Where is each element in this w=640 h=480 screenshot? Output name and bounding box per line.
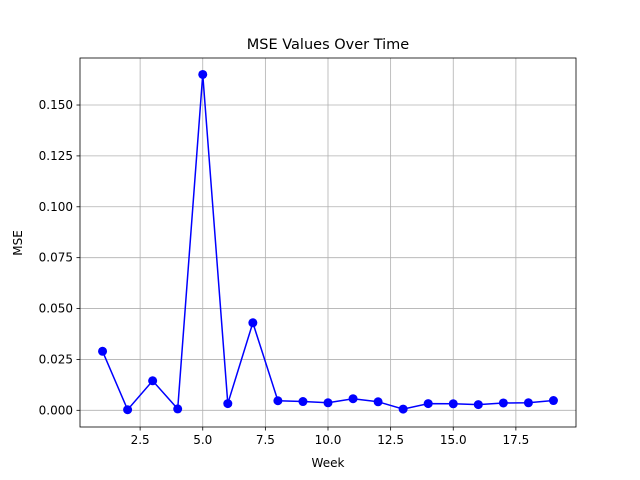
x-tick-label: 7.5 [256,433,275,447]
data-point [223,399,233,409]
data-point [423,399,433,409]
data-point [548,396,558,406]
data-point [448,399,458,409]
y-tick-label: 0.075 [39,251,73,265]
data-point [198,69,208,79]
y-axis-label: MSE [11,230,25,256]
y-tick-label: 0.125 [39,149,73,163]
data-point [98,346,108,356]
data-point [248,318,258,328]
data-point [523,398,533,408]
data-point [473,400,483,410]
data-point [373,397,383,407]
x-axis-label: Week [312,456,345,470]
data-point [273,396,283,406]
axis-ticks: 2.5 5.0 7.5 10.0 12.5 15.0 17.5 0.000 0.025 0.050… [39,98,530,447]
y-tick-label: 0.150 [39,98,73,112]
x-tick-label: 10.0 [315,433,342,447]
data-point [498,398,508,408]
data-point [173,404,183,414]
y-tick-label: 0.000 [39,403,73,417]
x-tick-label: 5.0 [193,433,212,447]
y-tick-label: 0.100 [39,200,73,214]
data-point [348,394,358,404]
y-tick-label: 0.025 [39,352,73,366]
y-tick-label: 0.050 [39,302,73,316]
data-point [323,398,333,408]
grid-lines [80,58,576,427]
data-point [148,376,158,386]
plot-frame [79,57,577,428]
x-tick-label: 15.0 [440,433,467,447]
x-tick-label: 12.5 [377,433,404,447]
chart-title: MSE Values Over Time [247,37,410,53]
data-point [398,404,408,414]
data-point [298,397,308,407]
x-tick-label: 17.5 [503,433,530,447]
series-mse [98,69,558,415]
x-tick-label: 2.5 [131,433,150,447]
data-point [123,405,133,415]
